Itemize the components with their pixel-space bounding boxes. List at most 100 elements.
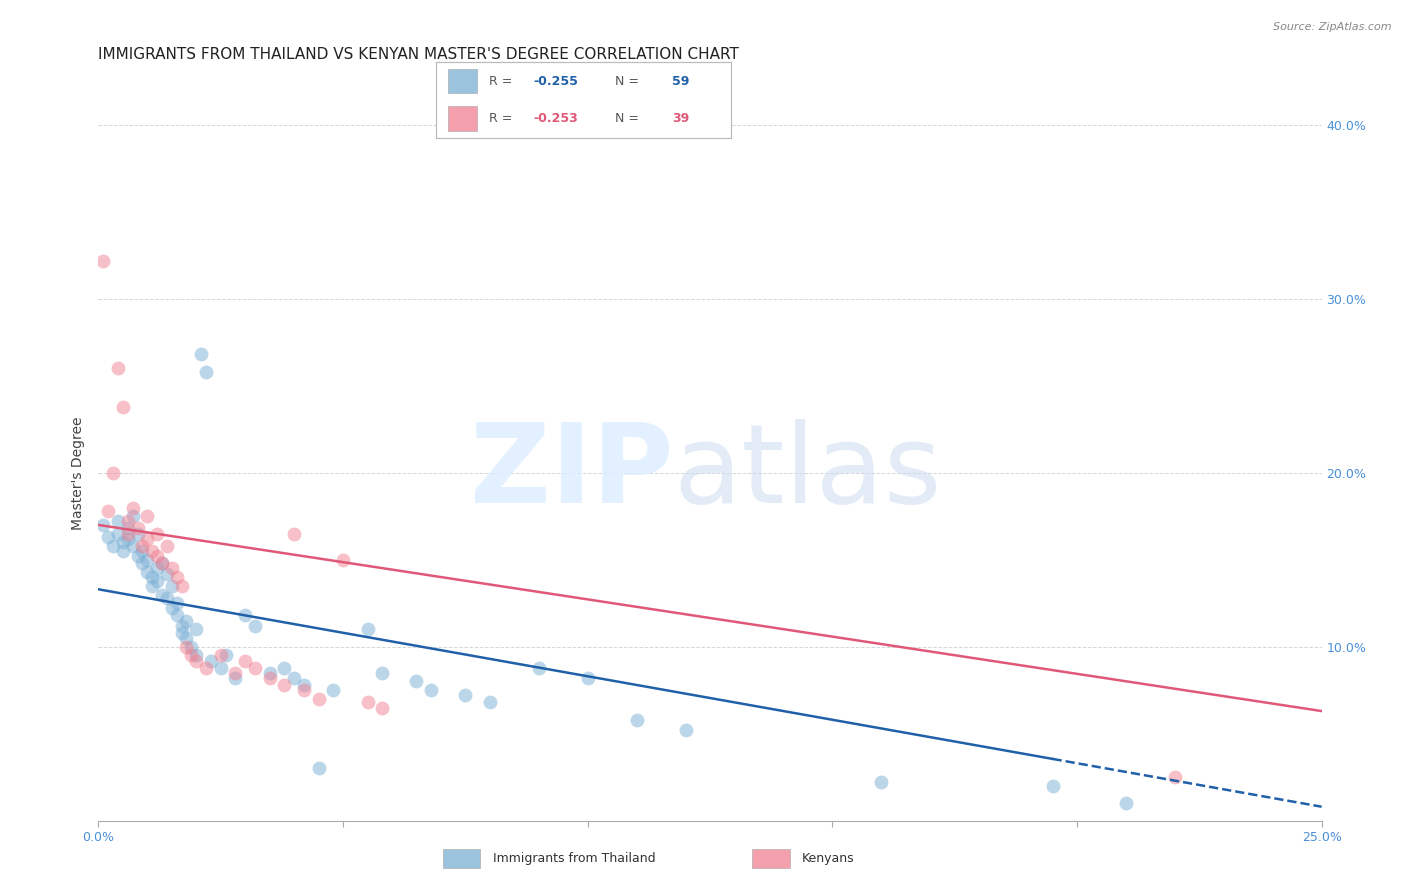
Point (675, 723, 697, 738)
Text: 59: 59 (672, 75, 689, 87)
Point (107, 361, 129, 376)
Point (180, 648, 202, 663)
Point (150, 587, 173, 601)
Point (156, 591, 179, 605)
Point (141, 544, 163, 558)
Point (356, 695, 378, 709)
Text: Kenyans: Kenyans (801, 852, 855, 865)
Point (146, 561, 169, 575)
Point (131, 556, 153, 570)
Point (259, 665, 281, 680)
Point (166, 596, 188, 610)
Point (186, 654, 208, 668)
Point (214, 648, 236, 663)
Point (127, 549, 149, 564)
Point (243, 660, 266, 674)
Point (308, 761, 330, 775)
Point (243, 619, 266, 633)
Point (166, 608, 188, 623)
Point (127, 521, 149, 535)
Point (292, 683, 315, 698)
Point (626, 713, 648, 727)
Text: ZIP: ZIP (470, 419, 673, 526)
Point (283, 671, 305, 685)
Point (156, 539, 179, 553)
Point (97, 504, 120, 518)
Point (141, 579, 163, 593)
Point (156, 566, 179, 581)
Point (356, 623, 378, 637)
Point (1042, 779, 1064, 793)
Point (107, 526, 129, 541)
Point (150, 556, 173, 570)
Point (186, 623, 208, 637)
Point (91, 253, 114, 268)
Point (332, 552, 354, 567)
Point (371, 700, 394, 714)
Point (292, 678, 315, 692)
Point (527, 660, 550, 674)
Text: R =: R = (489, 112, 516, 126)
Point (420, 683, 443, 698)
Point (111, 535, 134, 549)
Point (111, 400, 134, 414)
Text: IMMIGRANTS FROM THAILAND VS KENYAN MASTER'S DEGREE CORRELATION CHART: IMMIGRANTS FROM THAILAND VS KENYAN MASTE… (98, 47, 740, 62)
Point (136, 532, 159, 546)
Point (176, 631, 198, 645)
Point (273, 660, 295, 674)
Point (146, 526, 169, 541)
Point (195, 660, 218, 674)
Point (136, 565, 159, 579)
Point (136, 509, 159, 524)
Point (233, 654, 256, 668)
Point (371, 665, 394, 680)
Point (1164, 770, 1187, 784)
Point (195, 365, 218, 379)
Point (101, 539, 124, 553)
Point (576, 671, 599, 685)
Point (283, 526, 305, 541)
Bar (447, 106, 477, 130)
Point (454, 689, 477, 703)
Point (322, 683, 344, 698)
Text: R =: R = (489, 75, 516, 87)
Point (131, 544, 153, 558)
Text: N =: N = (607, 75, 643, 87)
Point (166, 570, 188, 584)
Point (170, 619, 193, 633)
Bar (443, 849, 481, 869)
Point (127, 526, 149, 541)
Point (111, 544, 134, 558)
Point (176, 614, 198, 628)
Point (478, 695, 501, 709)
Point (200, 654, 222, 668)
Point (121, 500, 143, 515)
Point (180, 640, 202, 654)
Text: N =: N = (607, 112, 643, 126)
Point (273, 678, 295, 692)
Point (136, 552, 159, 567)
Point (91, 517, 114, 532)
Point (233, 608, 256, 623)
Point (308, 692, 330, 706)
Point (190, 347, 212, 361)
Point (160, 601, 183, 615)
Text: Immigrants from Thailand: Immigrants from Thailand (492, 852, 655, 865)
Point (121, 539, 143, 553)
Point (176, 640, 198, 654)
Point (101, 466, 124, 480)
Point (146, 574, 169, 588)
Text: 39: 39 (672, 112, 689, 126)
Point (870, 775, 893, 789)
Y-axis label: Master's Degree: Master's Degree (72, 416, 86, 530)
Point (141, 570, 163, 584)
Point (209, 660, 232, 674)
Point (170, 579, 193, 593)
Text: atlas: atlas (673, 419, 942, 526)
Point (186, 648, 208, 663)
Text: -0.253: -0.253 (533, 112, 578, 126)
Text: -0.255: -0.255 (533, 75, 578, 87)
Point (1115, 796, 1137, 810)
Point (97, 530, 120, 544)
Text: Source: ZipAtlas.com: Source: ZipAtlas.com (1274, 22, 1392, 32)
